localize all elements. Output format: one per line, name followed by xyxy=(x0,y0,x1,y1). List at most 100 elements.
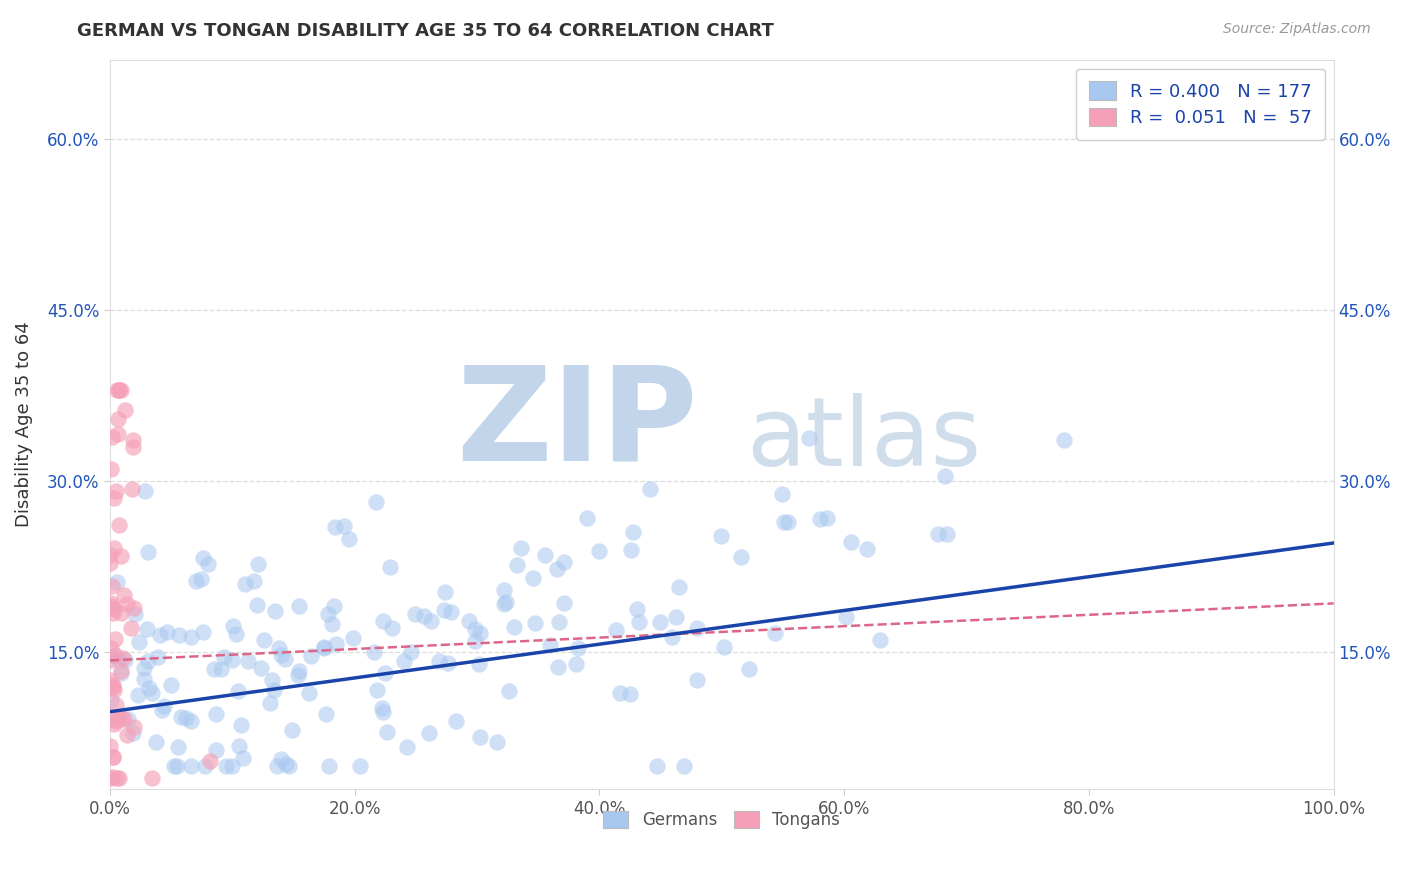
Point xyxy=(333,518,356,533)
Point xyxy=(565,657,588,672)
Point xyxy=(323,520,346,534)
Point xyxy=(433,603,456,617)
Point xyxy=(274,652,297,666)
Point xyxy=(128,635,150,649)
Point xyxy=(110,549,132,563)
Point xyxy=(619,688,641,702)
Point xyxy=(638,482,661,496)
Text: atlas: atlas xyxy=(747,392,981,485)
Point xyxy=(522,571,544,585)
Text: Source: ZipAtlas.com: Source: ZipAtlas.com xyxy=(1223,22,1371,37)
Point xyxy=(110,666,132,681)
Point xyxy=(121,433,143,447)
Point xyxy=(101,607,124,621)
Point xyxy=(226,684,249,698)
Point xyxy=(190,572,212,586)
Point xyxy=(498,684,520,698)
Point xyxy=(661,630,683,644)
Point xyxy=(605,624,627,638)
Point xyxy=(105,484,128,499)
Point xyxy=(323,599,346,613)
Point xyxy=(495,595,517,609)
Point xyxy=(231,718,253,732)
Point xyxy=(138,654,160,668)
Point xyxy=(808,512,831,526)
Point xyxy=(238,654,260,668)
Point xyxy=(623,525,645,540)
Point xyxy=(163,759,186,773)
Point xyxy=(686,673,709,687)
Point xyxy=(772,516,794,530)
Point xyxy=(815,511,838,525)
Point xyxy=(524,615,547,630)
Point xyxy=(117,713,139,727)
Text: ZIP: ZIP xyxy=(456,361,697,488)
Point xyxy=(184,574,207,589)
Point xyxy=(115,728,138,742)
Point xyxy=(212,649,235,664)
Point xyxy=(686,621,709,635)
Point xyxy=(337,533,360,547)
Point xyxy=(103,682,125,697)
Point xyxy=(105,714,128,728)
Point xyxy=(553,596,575,610)
Point xyxy=(145,735,167,749)
Point xyxy=(180,759,202,773)
Point xyxy=(104,632,127,646)
Point xyxy=(418,726,440,740)
Point xyxy=(713,640,735,654)
Point xyxy=(288,599,311,614)
Point xyxy=(166,759,188,773)
Point xyxy=(468,626,491,640)
Point xyxy=(935,526,957,541)
Point xyxy=(492,598,515,612)
Point xyxy=(243,574,266,589)
Point xyxy=(420,615,443,629)
Point xyxy=(101,680,124,694)
Point xyxy=(626,602,648,616)
Point xyxy=(103,491,125,505)
Point xyxy=(103,713,125,727)
Point xyxy=(98,673,121,687)
Point xyxy=(153,699,176,714)
Point xyxy=(374,665,396,680)
Point xyxy=(281,723,304,737)
Point xyxy=(668,581,690,595)
Point xyxy=(287,668,309,682)
Point xyxy=(464,634,486,648)
Point xyxy=(202,662,225,676)
Point xyxy=(797,431,820,445)
Point xyxy=(276,757,298,772)
Point xyxy=(392,655,415,669)
Point xyxy=(588,544,610,558)
Point xyxy=(396,739,419,754)
Point xyxy=(100,462,122,476)
Point xyxy=(221,653,243,667)
Point xyxy=(246,558,269,572)
Point xyxy=(665,610,688,624)
Point xyxy=(672,759,695,773)
Point xyxy=(159,678,181,692)
Point xyxy=(366,682,388,697)
Legend: Germans, Tongans: Germans, Tongans xyxy=(596,804,846,836)
Point xyxy=(444,714,467,728)
Point xyxy=(363,645,385,659)
Point xyxy=(314,640,336,654)
Point xyxy=(100,681,122,695)
Point xyxy=(107,411,129,425)
Point xyxy=(121,482,143,496)
Point xyxy=(546,562,568,576)
Point xyxy=(371,614,394,628)
Point xyxy=(270,648,292,662)
Point xyxy=(464,622,486,636)
Point xyxy=(136,544,159,558)
Point xyxy=(547,615,569,629)
Point xyxy=(325,637,347,651)
Point xyxy=(856,542,879,557)
Point xyxy=(104,648,127,663)
Point xyxy=(127,688,149,702)
Point xyxy=(101,579,124,593)
Point xyxy=(122,720,145,734)
Point xyxy=(378,559,401,574)
Point xyxy=(105,575,128,590)
